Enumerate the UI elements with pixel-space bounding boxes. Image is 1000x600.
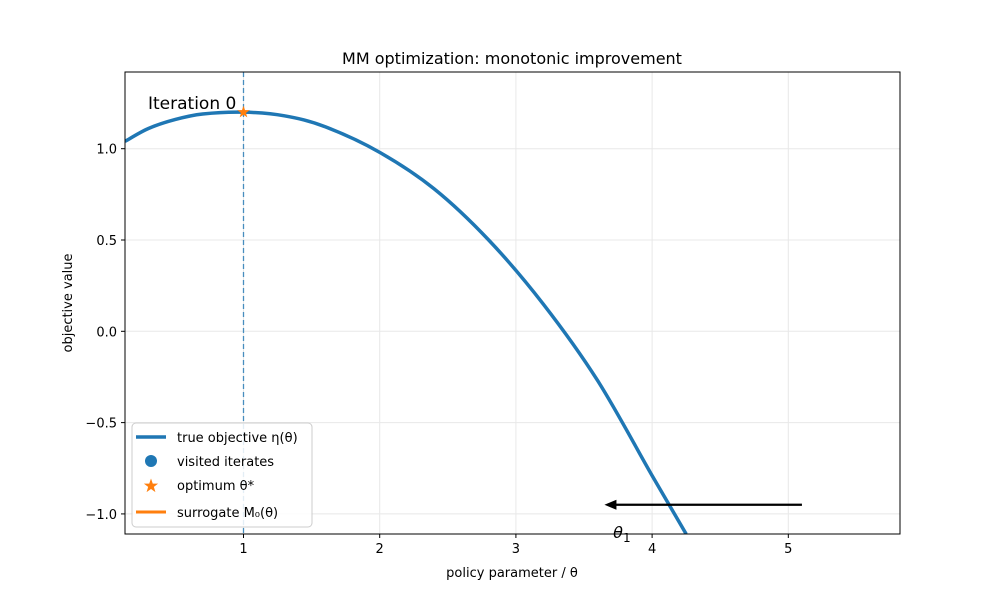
y-tick-label: 0.5: [96, 234, 117, 249]
legend-label-optimum: optimum θ*: [177, 479, 255, 494]
theta-1-subscript: 1: [623, 531, 631, 545]
legend-label-visited-iterates: visited iterates: [177, 455, 274, 470]
axes-frame: [124, 71, 901, 535]
x-tick-label: 5: [784, 542, 792, 557]
y-tick-label: −1.0: [85, 508, 117, 523]
legend-label-true-objective: true objective η(θ): [177, 431, 298, 446]
legend-marker-optimum-star: [143, 478, 159, 493]
chart-title: MM optimization: monotonic improvement: [342, 49, 682, 68]
legend-label-surrogate: surrogate M₀(θ): [177, 506, 278, 521]
series-line-true-objective: [125, 110, 688, 534]
x-tick-label: 4: [648, 542, 656, 557]
y-tick-label: 0.0: [96, 325, 117, 340]
x-tick-label: 3: [512, 542, 520, 557]
iteration-label: Iteration 0: [148, 94, 236, 114]
legend-frame: [131, 422, 313, 528]
y-tick-label: 1.0: [96, 143, 117, 158]
optimum-star-marker: [237, 105, 250, 118]
axes: 1 2 3 4 5 −1.0 −0.5 0.0 0.5 1.0: [85, 71, 901, 557]
legend-marker-visited-iterates: [145, 455, 157, 467]
x-axis-label: policy parameter / θ: [446, 566, 578, 581]
x-tick-label: 1: [239, 542, 247, 557]
iterate-arrow-head: [604, 499, 617, 510]
y-tick-label: −0.5: [85, 417, 117, 432]
x-tick-label: 2: [376, 542, 384, 557]
legend: true objective η(θ) visited iterates opt…: [131, 422, 313, 528]
y-axis-label: objective value: [61, 253, 76, 352]
